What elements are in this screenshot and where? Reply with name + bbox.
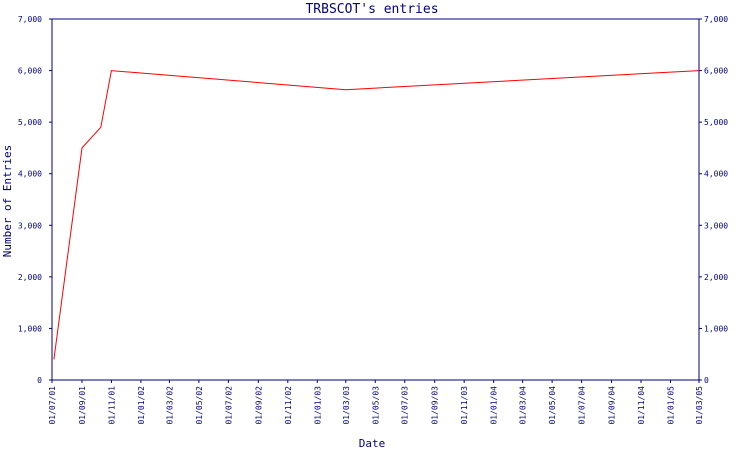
y-tick-label-left: 1,000 (18, 324, 42, 333)
x-tick-label: 01/07/01 (48, 386, 57, 425)
x-tick-label: 01/03/04 (519, 386, 528, 425)
y-tick-label-left: 0 (37, 376, 42, 385)
x-axis-label: Date (359, 437, 386, 450)
y-tick-label-left: 2,000 (18, 273, 42, 282)
x-tick-label: 01/09/03 (431, 386, 440, 425)
x-tick-label: 01/01/05 (666, 386, 675, 425)
x-tick-label: 01/09/04 (608, 386, 617, 425)
series-line (53, 70, 700, 360)
y-axis-label: Number of Entries (1, 145, 14, 258)
x-tick-label: 01/09/01 (78, 386, 87, 425)
x-tick-label: 01/03/05 (695, 386, 704, 425)
y-tick-label-right: 5,000 (704, 118, 728, 127)
y-tick-label-left: 4,000 (18, 170, 42, 179)
y-tick-label-right: 0 (704, 376, 709, 385)
x-tick-label: 01/01/04 (490, 386, 499, 425)
x-tick-label: 01/07/04 (578, 386, 587, 425)
y-tick-label-right: 3,000 (704, 221, 728, 230)
y-tick-label-right: 4,000 (704, 170, 728, 179)
y-tick-label-left: 3,000 (18, 221, 42, 230)
x-tick-label: 01/03/03 (342, 386, 351, 425)
y-tick-label-left: 6,000 (18, 67, 42, 76)
x-tick-label: 01/11/03 (460, 386, 469, 425)
y-tick-label-left: 5,000 (18, 118, 42, 127)
x-tick-label: 01/01/02 (137, 386, 146, 425)
x-tick-label: 01/03/02 (165, 386, 174, 425)
x-tick-label: 01/11/02 (284, 386, 293, 425)
x-tick-label: 01/01/03 (313, 386, 322, 425)
y-tick-label-left: 7,000 (18, 15, 42, 24)
y-tick-label-right: 2,000 (704, 273, 728, 282)
x-tick-label: 01/05/02 (195, 386, 204, 425)
chart-title: TRBSCOT's entries (305, 2, 438, 17)
y-tick-label-right: 7,000 (704, 15, 728, 24)
x-tick-label: 01/11/04 (637, 386, 646, 425)
x-tick-label: 01/05/04 (548, 386, 557, 425)
x-tick-label: 01/07/03 (401, 386, 410, 425)
y-tick-label-right: 1,000 (704, 324, 728, 333)
x-tick-label: 01/07/02 (224, 386, 233, 425)
x-tick-label: 01/09/02 (254, 386, 263, 425)
x-tick-label: 01/05/03 (371, 386, 380, 425)
x-tick-label: 01/11/01 (107, 386, 116, 425)
y-tick-label-right: 6,000 (704, 67, 728, 76)
